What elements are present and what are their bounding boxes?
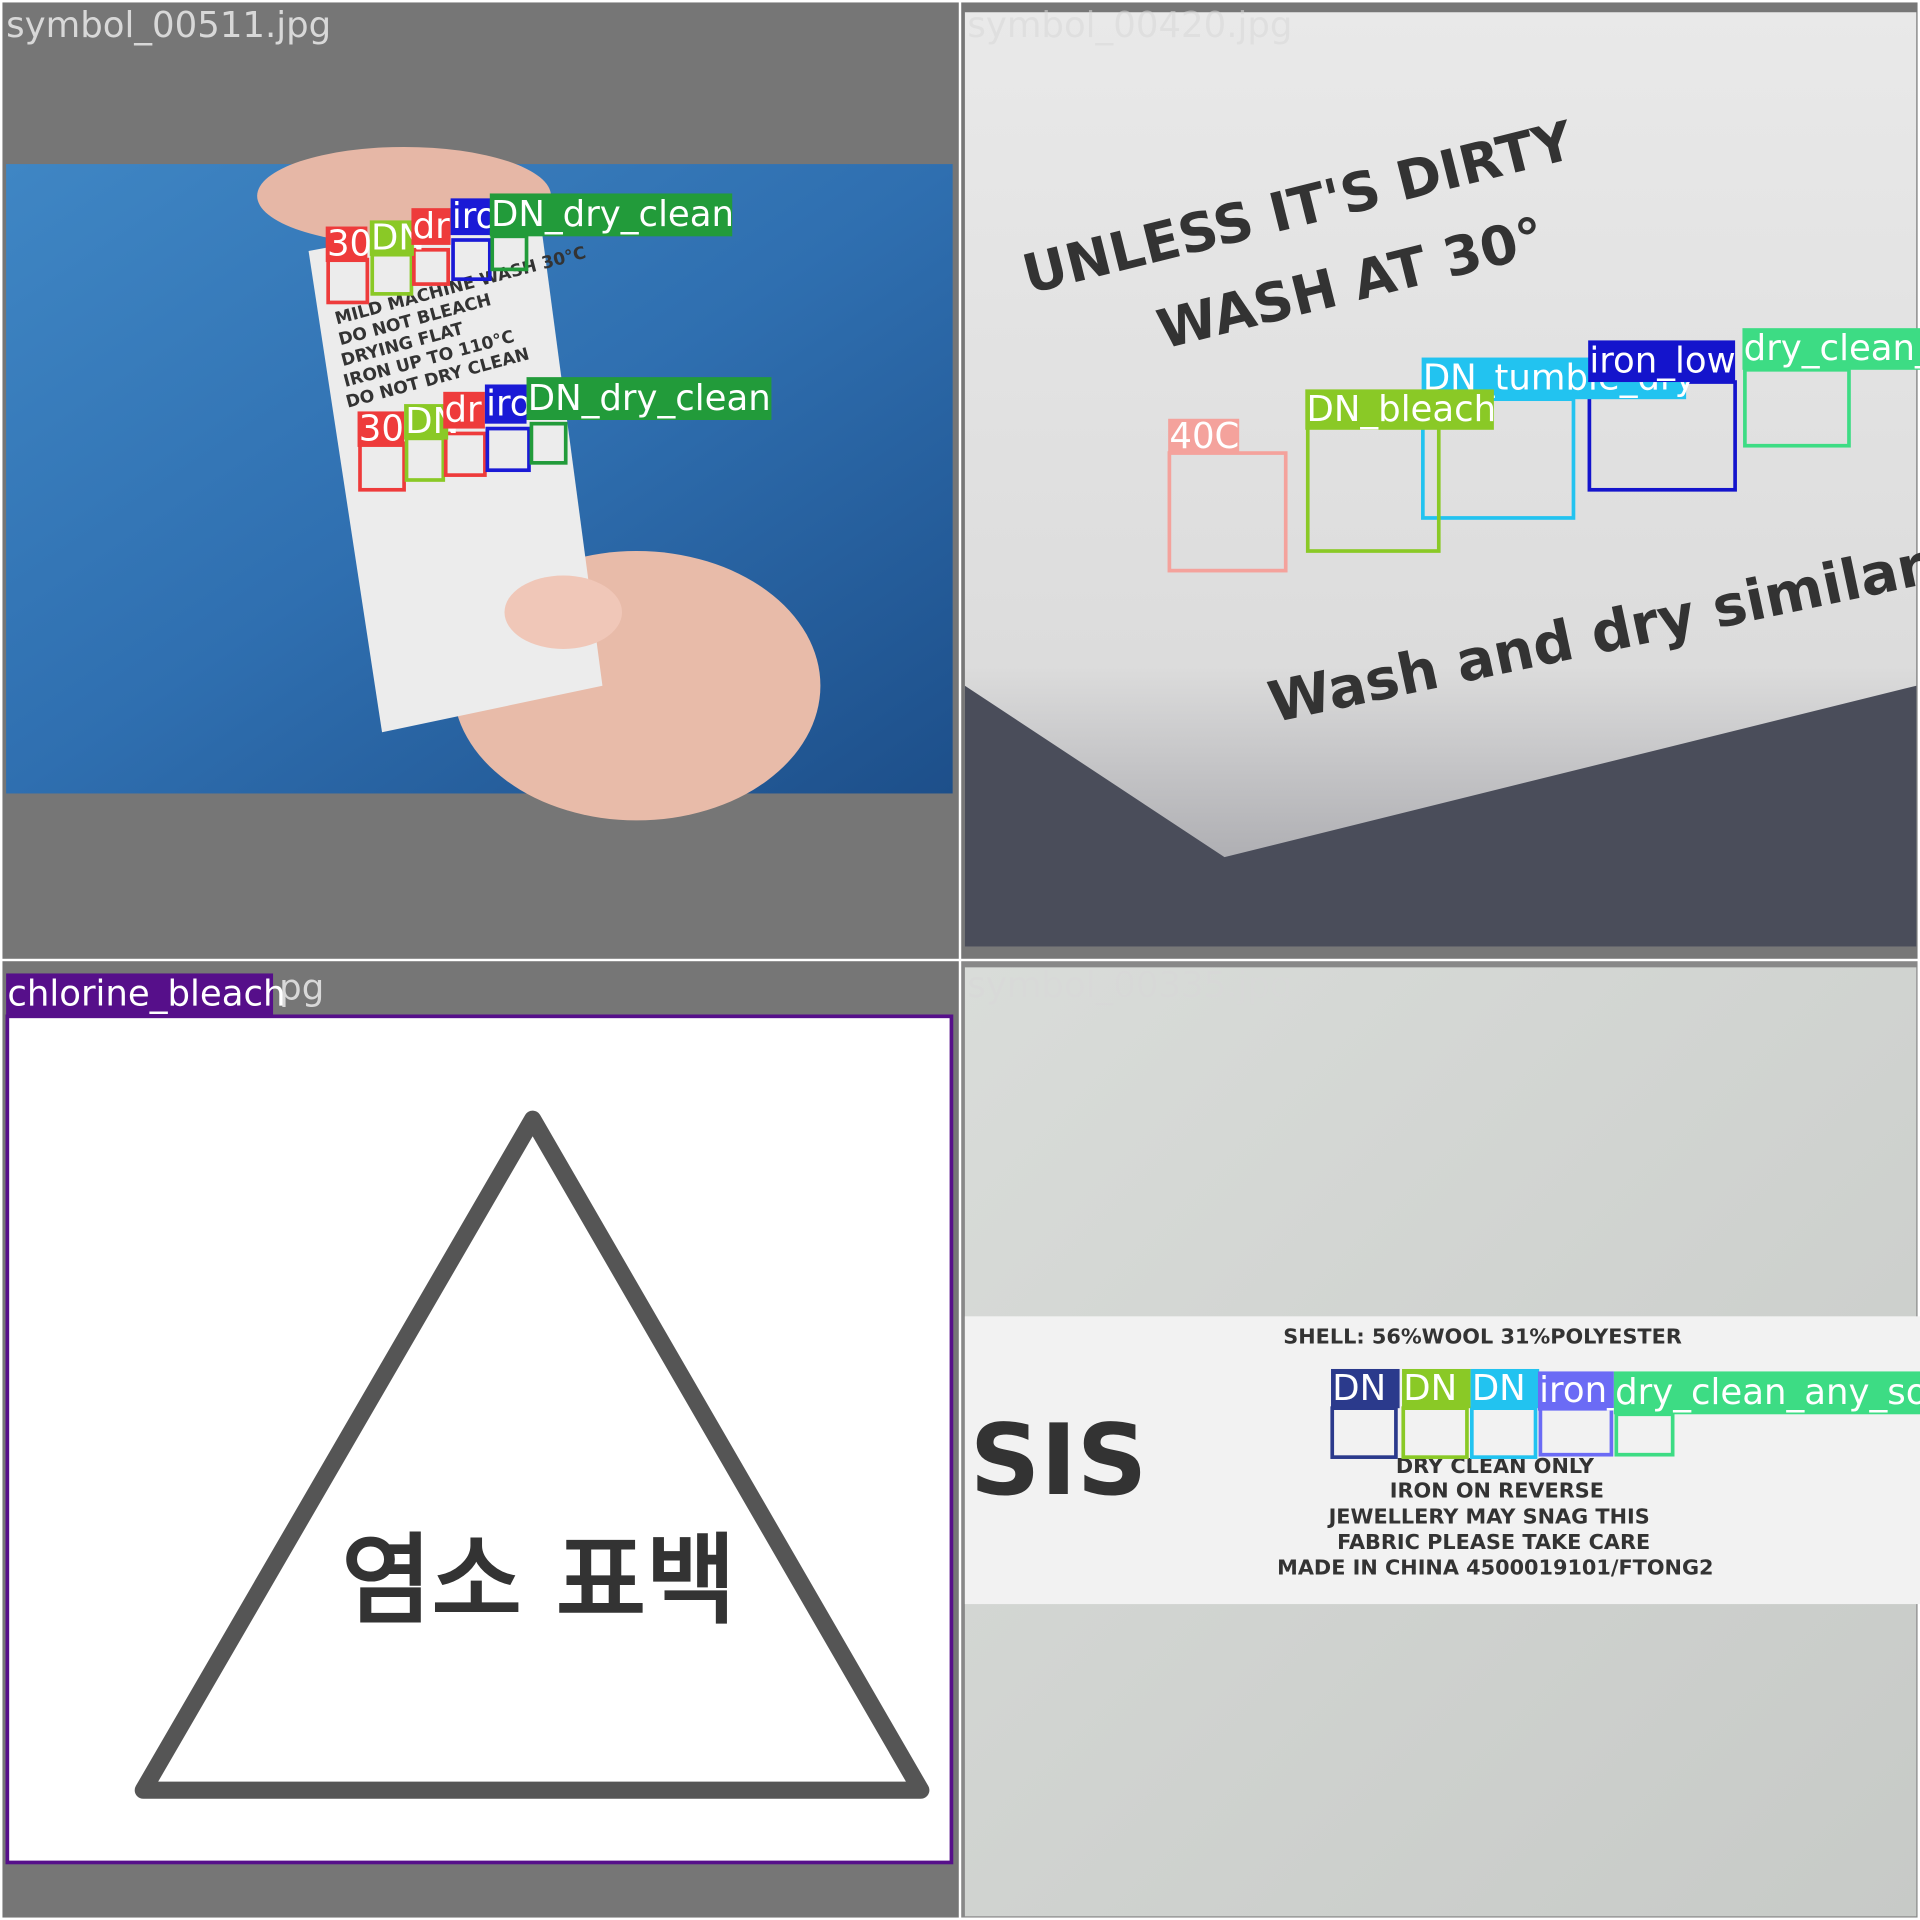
label-bg bbox=[526, 377, 772, 420]
bbox bbox=[5, 1014, 954, 1865]
label: DN bbox=[1472, 1368, 1526, 1409]
label: iro bbox=[452, 196, 497, 237]
label: DN_dry_clean bbox=[528, 378, 771, 419]
label: 30 bbox=[327, 224, 372, 265]
label: iron_ bbox=[1539, 1370, 1626, 1411]
bbox bbox=[485, 426, 531, 473]
bbox bbox=[443, 431, 487, 477]
label-bg bbox=[369, 220, 414, 256]
label-bg bbox=[1331, 1368, 1400, 1409]
label: DN_dry_clean bbox=[491, 194, 734, 235]
filename: pg bbox=[279, 967, 324, 1008]
label: dry_clean_ bbox=[1744, 328, 1920, 369]
label-bg bbox=[1537, 1371, 1614, 1411]
printed-text: FABRIC PLEASE TAKE CARE bbox=[1337, 1530, 1650, 1554]
label: 40C bbox=[1169, 416, 1239, 457]
label-bg bbox=[325, 226, 368, 263]
triangle-symbol bbox=[134, 1110, 930, 1799]
finger bbox=[504, 575, 623, 649]
bbox bbox=[451, 238, 492, 282]
label-bg bbox=[450, 198, 493, 236]
label-bg bbox=[484, 384, 527, 424]
label: dry_clean_any_so bbox=[1615, 1372, 1920, 1413]
label-bg bbox=[6, 973, 274, 1016]
label: dr bbox=[444, 389, 482, 430]
label-bg bbox=[357, 411, 405, 447]
label-strip bbox=[964, 1316, 1920, 1605]
label-bg bbox=[1305, 389, 1494, 430]
label-bg bbox=[1470, 1368, 1540, 1409]
bbox bbox=[412, 247, 450, 286]
label: 30 bbox=[359, 408, 404, 449]
label-bg bbox=[443, 391, 485, 429]
label-bg bbox=[1588, 340, 1736, 383]
printed-text: SHELL: 56%WOOL 31%POLYESTER bbox=[1283, 1324, 1682, 1348]
label-bg bbox=[1742, 328, 1920, 370]
label-bg bbox=[404, 404, 449, 440]
label: chlorine_bleach bbox=[7, 974, 285, 1015]
label: iron_low bbox=[1589, 340, 1735, 381]
bbox bbox=[529, 421, 568, 465]
label: dr bbox=[413, 206, 451, 247]
label-bg bbox=[1168, 418, 1240, 455]
label-bg bbox=[1402, 1368, 1471, 1409]
label: DN_bleach bbox=[1307, 389, 1497, 430]
label-bg bbox=[489, 193, 733, 237]
label-bg bbox=[411, 208, 451, 245]
filename: symbol_00511.jpg bbox=[6, 5, 331, 46]
printed-text: 염소 표백 bbox=[342, 1524, 737, 1638]
printed-text: MADE IN CHINA 4500019101/FTONG2 bbox=[1277, 1556, 1713, 1580]
photo bbox=[7, 1016, 952, 1863]
printed-text: JEWELLERY MAY SNAG THIS bbox=[1327, 1504, 1650, 1528]
filename: symbol_00420.jpg bbox=[967, 5, 1292, 46]
label-bg bbox=[1613, 1371, 1920, 1415]
label: DN bbox=[1332, 1368, 1386, 1409]
label: DN bbox=[1403, 1368, 1457, 1409]
filename: symbol_00335.jpg bbox=[967, 965, 1292, 1006]
printed-text: IRON ON REVERSE bbox=[1390, 1479, 1604, 1503]
printed-text: SIS bbox=[970, 1404, 1148, 1518]
label: iro bbox=[486, 383, 531, 424]
fabric-dark bbox=[964, 685, 1917, 947]
